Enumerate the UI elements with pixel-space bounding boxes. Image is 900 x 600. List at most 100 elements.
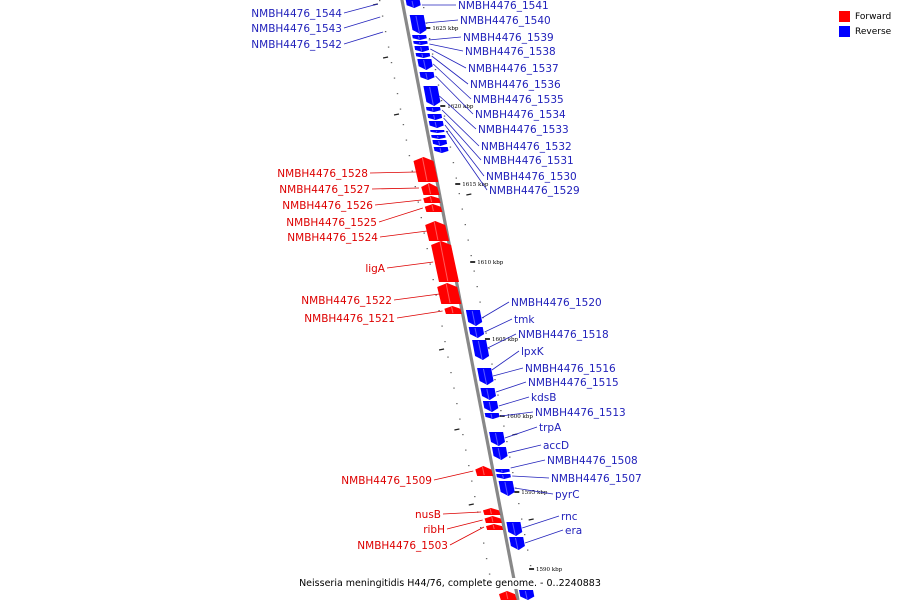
minor-tick-dot [483, 542, 485, 544]
forward-label-leader [369, 171, 416, 174]
minor-tick-dot [449, 146, 452, 148]
gene-highlight [411, 0, 414, 8]
minor-tick-dot [399, 108, 402, 110]
minor-tick-dot [491, 363, 493, 365]
legend-reverse: Reverse [839, 24, 891, 39]
reverse-label-leader [491, 350, 520, 371]
forward-gene-body [423, 196, 441, 203]
gene-highlight [431, 107, 434, 112]
reverse-label-leader [481, 301, 510, 319]
minor-tick-dot [432, 279, 434, 281]
reverse-gene-label: NMBH4476_1532 [481, 141, 572, 153]
minor-tick-dot [446, 131, 449, 133]
gene-highlight [437, 135, 439, 139]
minor-tick-dot [503, 425, 505, 427]
forward-gene-feature [444, 306, 462, 314]
minor-tick-dash [382, 56, 389, 59]
minor-tick-dot [529, 565, 532, 567]
reverse-label-leader [500, 411, 534, 417]
reverse-gene-feature [482, 401, 499, 412]
forward-label-leader [374, 199, 422, 206]
forward-gene-body [424, 204, 443, 212]
minor-tick-dot [500, 410, 502, 412]
forward-gene-feature [421, 183, 440, 195]
forward-gene-body [413, 157, 439, 182]
minor-tick-dot [443, 115, 446, 117]
forward-label-leader [386, 261, 434, 269]
reverse-label-leader [441, 109, 480, 147]
gene-highlight [434, 121, 437, 128]
reverse-gene-feature [430, 130, 445, 133]
minor-tick-dot [441, 325, 443, 327]
minor-tick-dot [414, 186, 416, 188]
minor-tick-dot [390, 62, 393, 64]
reverse-gene-label: NMBH4476_1544 [251, 8, 342, 20]
reverse-label-leader [428, 36, 462, 41]
reverse-gene-body [509, 537, 525, 550]
minor-tick-dot [423, 7, 425, 9]
reverse-gene-feature [419, 72, 435, 80]
scale-tick-label: 1615 kbp [462, 182, 489, 188]
reverse-gene-label: NMBH4476_1531 [483, 155, 574, 167]
reverse-gene-feature [414, 46, 430, 52]
gene-highlight [474, 327, 478, 338]
gene-highlight [502, 474, 504, 479]
reverse-gene-feature [427, 114, 443, 120]
minor-tick-dot [381, 15, 384, 17]
minor-tick-dot [527, 549, 529, 551]
minor-tick-dot [452, 162, 455, 164]
minor-tick-dot [524, 534, 526, 536]
reverse-label-leader [430, 48, 467, 69]
reverse-gene-feature [480, 388, 496, 400]
reverse-gene-body [489, 432, 505, 446]
gene-highlight [477, 340, 483, 360]
minor-tick-dot [461, 208, 463, 210]
forward-gene-label: NMBH4476_1525 [286, 217, 377, 229]
reverse-gene-feature [465, 310, 483, 326]
minor-tick-dot [379, 0, 381, 2]
minor-tick-dot [455, 177, 457, 179]
scale-tick-label: 1600 kbp [507, 414, 534, 420]
reverse-gene-body [405, 0, 421, 8]
reverse-gene-label: NMBH4476_1529 [489, 185, 580, 197]
forward-gene-feature [499, 591, 517, 600]
reverse-gene-label: NMBH4476_1533 [478, 124, 569, 136]
minor-tick-dot [450, 372, 452, 374]
reverse-gene-feature [491, 447, 508, 460]
minor-tick-dot [438, 310, 440, 312]
gene-highlight [501, 469, 503, 473]
minor-tick-dot [387, 46, 390, 48]
reverse-gene-feature [498, 481, 515, 496]
minor-tick-dot [396, 93, 399, 95]
forward-label-leader [393, 293, 440, 301]
reverse-gene-label: NMBH4476_1515 [528, 377, 619, 389]
reverse-gene-body [417, 59, 433, 70]
forward-label-leader [378, 207, 423, 223]
reverse-gene-label: NMBH4476_1513 [535, 407, 626, 419]
reverse-gene-body [427, 114, 443, 120]
reverse-gene-body [468, 327, 485, 338]
reverse-label-leader [514, 487, 554, 495]
reverse-gene-label: NMBH4476_1539 [463, 32, 554, 44]
minor-tick-dot [479, 301, 481, 303]
reverse-swatch [839, 26, 850, 37]
minor-tick-dot [512, 472, 514, 474]
genome-caption: Neisseria meningitidis H44/76, complete … [0, 578, 900, 589]
reverse-gene-feature [506, 522, 523, 536]
gene-highlight [433, 114, 436, 120]
minor-tick-dot [423, 232, 425, 234]
forward-gene-label: NMBH4476_1524 [287, 232, 378, 244]
reverse-gene-body [477, 368, 494, 385]
reverse-gene-body [414, 46, 430, 52]
gene-highlight [445, 283, 451, 304]
gene-labels: NMBH4476_1528 NMBH4476_1527 NMBH4476_1526 N… [251, 0, 641, 552]
reverse-gene-label: rnc [561, 511, 578, 523]
minor-tick-dot [428, 38, 431, 40]
gene-highlight [504, 481, 509, 496]
forward-gene-body [425, 221, 450, 241]
gene-features [405, 0, 535, 600]
forward-gene-body [499, 591, 517, 600]
gene-highlight [429, 86, 434, 106]
forward-gene-body [483, 508, 501, 515]
reverse-gene-label: era [565, 525, 582, 537]
